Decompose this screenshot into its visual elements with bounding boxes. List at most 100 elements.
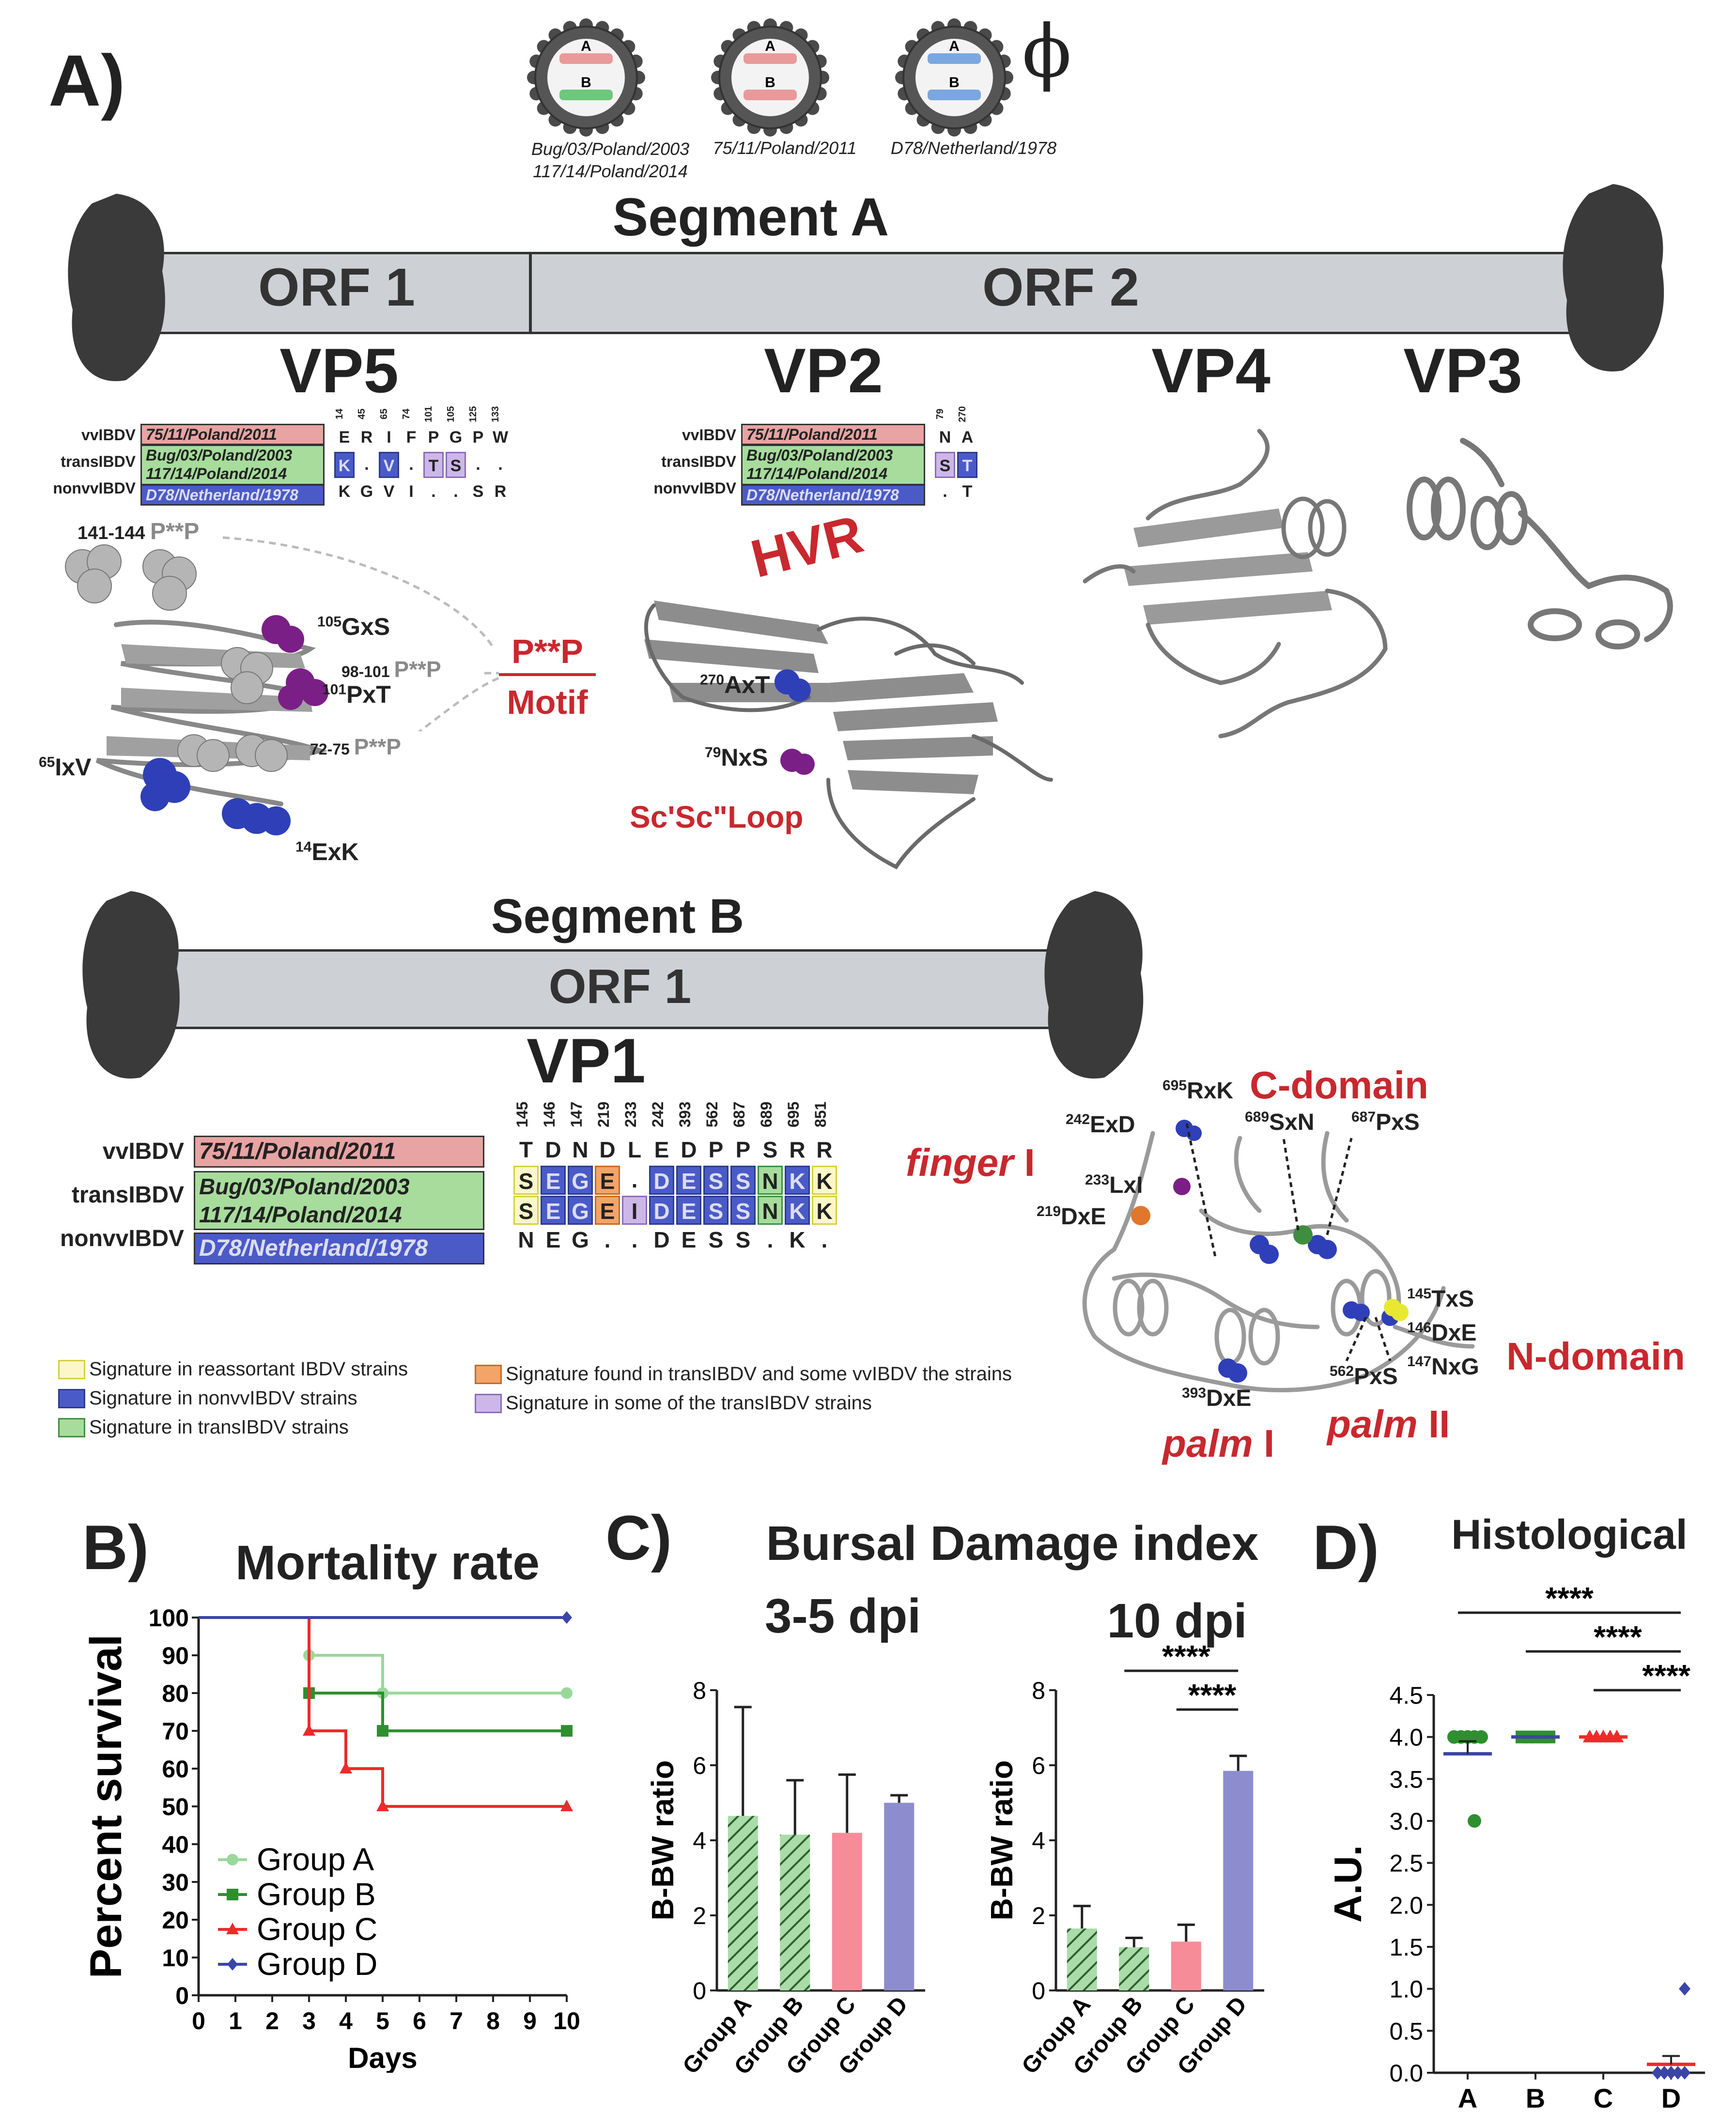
residue-position: 393 (676, 1101, 694, 1127)
bar (832, 1833, 862, 1990)
residue-cell: . (631, 1227, 638, 1252)
vp1-palm1-label: palm I (1162, 1422, 1275, 1465)
y-tick-label: 4.0 (1389, 1724, 1423, 1751)
residue-cell: S (513, 1166, 539, 1195)
y-tick-label: 2.0 (1389, 1892, 1423, 1919)
vp5-site-141: 141-144 P**P (78, 519, 200, 544)
residue-position: 145 (513, 1101, 531, 1127)
y-tick-label: 6 (693, 1752, 706, 1779)
residue-cell: . (431, 482, 436, 501)
residue-cell: D (649, 1196, 674, 1225)
legend-swatch-reassortant (58, 1359, 85, 1379)
residue-cell: N (939, 428, 951, 447)
y-tick-label: 4 (693, 1827, 706, 1854)
y-axis-label: Percent survival (81, 1634, 131, 1979)
y-tick-label: 3.5 (1389, 1766, 1423, 1793)
residue-cell: . (476, 455, 480, 474)
y-tick-label: 0 (693, 1977, 706, 2004)
x-tick-label: 0 (192, 2007, 205, 2035)
x-tick-label: 8 (486, 2007, 500, 2035)
residue-position: 133 (490, 406, 501, 422)
vp3-title: VP3 (1403, 335, 1522, 406)
vp1-group-trans: transIBDV (71, 1182, 184, 1208)
residue-cell: K (785, 1166, 810, 1195)
legend-swatch-trans (58, 1418, 85, 1437)
vp4-title: VP4 (1151, 335, 1271, 406)
x-tick-label: C (1594, 2083, 1613, 2113)
residue-cell: K (785, 1196, 810, 1225)
orf1-label: ORF 1 (258, 258, 415, 317)
x-tick-label: A (1458, 2083, 1477, 2113)
series-line-1 (199, 1616, 567, 1695)
legend-marker (226, 1923, 239, 1934)
segment-a-title: Segment A (612, 187, 889, 247)
x-tick-label: B (1526, 2083, 1545, 2113)
significance-label: **** (1545, 1581, 1594, 1616)
y-tick-label: 90 (162, 1642, 189, 1669)
residue-cell: E (545, 1227, 561, 1252)
vp2-site-axt: 270AxT (700, 671, 770, 698)
histology-point (1658, 2066, 1670, 2080)
vp1-title: VP1 (527, 1025, 646, 1096)
histological-title: Histological (1451, 1511, 1688, 1558)
residue-cell: . (943, 482, 947, 501)
residue-cell: G (360, 482, 373, 501)
vp5-site-gxs: 105GxS (317, 613, 390, 640)
vp2-group-vv: vvIBDV (682, 426, 736, 444)
y-tick-label: 2.5 (1389, 1850, 1423, 1877)
vp1-site-lxi: 233LxI (1085, 1172, 1143, 1198)
residue-cell: E (654, 1137, 669, 1162)
residue-cell: D (599, 1137, 616, 1162)
vp1-site-txs: 145TxS (1407, 1286, 1474, 1312)
residue-position: 45 (356, 408, 367, 420)
residue-position: 146 (541, 1101, 558, 1127)
bar (884, 1803, 914, 1990)
bursal-10dpi-title: 10 dpi (1107, 1594, 1247, 1648)
survival-point (303, 1724, 315, 1736)
residue-position: 689 (758, 1101, 775, 1127)
residue-position: 101 (423, 406, 434, 422)
legend-label: Group C (257, 1911, 377, 1947)
segment-a-letter: A (949, 38, 960, 54)
bar (728, 1816, 758, 1990)
histology-point (1679, 1982, 1690, 1996)
significance-label: **** (1594, 1619, 1642, 1654)
vp1-site-dxe393: 393DxE (1182, 1385, 1252, 1411)
orf2-label: ORF 2 (982, 258, 1139, 317)
residue-cell: S (513, 1196, 539, 1225)
residue-cell: T (962, 482, 973, 501)
legend-swatch-orange (475, 1364, 502, 1384)
residue-cell: A (961, 428, 974, 447)
residue-position: 562 (703, 1101, 721, 1127)
vp3-structure-image (1407, 438, 1673, 649)
vp5-site-exk: 14ExK (295, 838, 359, 865)
vp1-site-nxg: 147NxG (1407, 1354, 1479, 1380)
vp2-structure-image (644, 601, 1053, 870)
panel-b-label: B) (82, 1512, 149, 1583)
vp1-strain-vv: 75/11/Poland/2011 (194, 1136, 484, 1168)
legend-orange: Signature found in transIBDV and some vv… (475, 1363, 1012, 1385)
residue-cell: R (789, 1137, 806, 1162)
residue-cell: D (649, 1166, 674, 1195)
residue-cell: I (622, 1196, 647, 1225)
residue-position: 270 (957, 406, 968, 422)
genome-segment-a (744, 53, 797, 64)
panel-d-label: D) (1313, 1512, 1380, 1583)
vp1-structure-image (1082, 1120, 1475, 1392)
virion-2: AB (711, 18, 829, 137)
residue-cell: D (653, 1227, 670, 1252)
residue-cell: E (676, 1196, 701, 1225)
residue-cell: K (789, 1227, 806, 1252)
y-tick-label: 0.0 (1389, 2060, 1423, 2087)
vp2-group-nonvv: nonvvIBDV (653, 479, 736, 497)
legend-reassortant: Signature in reassortant IBDV strains (58, 1358, 408, 1380)
genome-segment-b (928, 90, 981, 100)
residue-cell: P (708, 1137, 724, 1162)
legend-label: Group B (257, 1876, 376, 1912)
vp5-strain-vv: 75/11/Poland/2011 (140, 424, 325, 445)
histology-point (1468, 1814, 1481, 1828)
histology-point (1652, 2066, 1663, 2080)
residue-position: 14 (334, 408, 345, 420)
bar (1171, 1942, 1201, 1990)
segment-b-letter: B (949, 75, 960, 91)
